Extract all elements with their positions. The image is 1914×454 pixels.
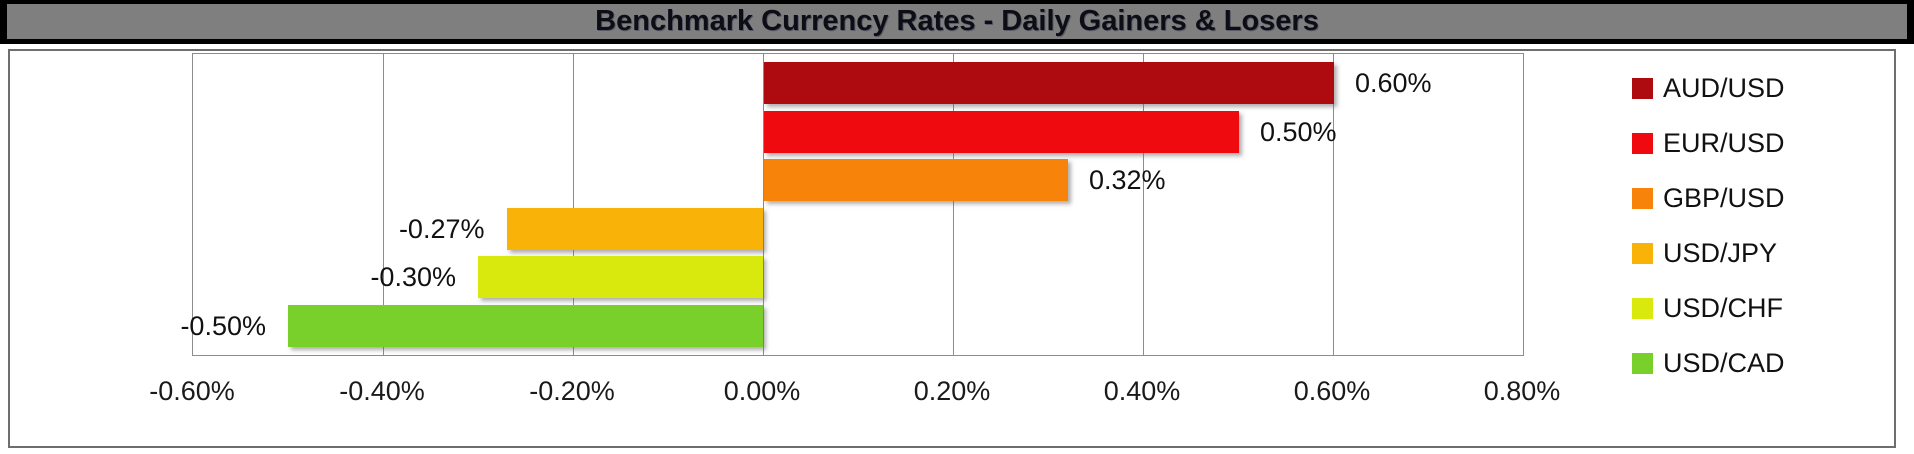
- bar-value-label: -0.27%: [398, 214, 485, 244]
- x-tick-label: 0.80%: [1483, 376, 1561, 406]
- x-tick-label: 0.20%: [913, 376, 991, 406]
- legend-item-gbp-usd: GBP/USD: [1632, 171, 1882, 226]
- legend-label: GBP/USD: [1663, 183, 1785, 213]
- gridline: [573, 54, 574, 355]
- legend-swatch-icon: [1632, 133, 1653, 154]
- legend-swatch-icon: [1632, 188, 1653, 209]
- bar-aud-usd: [764, 62, 1334, 104]
- bar-usd-cad: [288, 305, 763, 347]
- legend-swatch-icon: [1632, 353, 1653, 374]
- gridline: [383, 54, 384, 355]
- legend-item-usd-jpy: USD/JPY: [1632, 226, 1882, 281]
- legend-item-usd-chf: USD/CHF: [1632, 281, 1882, 336]
- legend-item-aud-usd: AUD/USD: [1632, 61, 1882, 116]
- gridline: [1143, 54, 1144, 355]
- chart-title-bar: Benchmark Currency Rates - Daily Gainers…: [0, 0, 1914, 44]
- chart-area: 0.60% 0.50% 0.32% -0.27% -0.30% -0.50% -0.60%…: [8, 49, 1896, 448]
- x-tick-label: 0.60%: [1293, 376, 1371, 406]
- legend-item-eur-usd: EUR/USD: [1632, 116, 1882, 171]
- bar-usd-chf: [478, 256, 763, 298]
- x-tick-label: -0.20%: [529, 376, 615, 406]
- x-tick-label: 0.40%: [1103, 376, 1181, 406]
- chart-title: Benchmark Currency Rates - Daily Gainers…: [595, 5, 1319, 37]
- gridline: [1333, 54, 1334, 355]
- bar-value-label: 0.60%: [1355, 68, 1432, 98]
- bar-usd-jpy: [506, 208, 763, 250]
- x-tick-label: -0.60%: [149, 376, 235, 406]
- legend-label: EUR/USD: [1663, 128, 1785, 158]
- legend-swatch-icon: [1632, 243, 1653, 264]
- chart-legend: AUD/USD EUR/USD GBP/USD USD/JPY USD/CHF USD/C…: [1632, 61, 1882, 391]
- bar-value-label: -0.50%: [180, 311, 266, 341]
- bar-value-label: 0.32%: [1089, 165, 1166, 195]
- x-tick-label: 0.00%: [723, 376, 801, 406]
- bar-value-label: 0.50%: [1260, 117, 1337, 147]
- bar-eur-usd: [764, 111, 1239, 153]
- legend-item-usd-cad: USD/CAD: [1632, 336, 1882, 391]
- legend-swatch-icon: [1632, 298, 1653, 319]
- legend-label: USD/CHF: [1663, 293, 1783, 323]
- legend-label: AUD/USD: [1663, 73, 1785, 103]
- legend-swatch-icon: [1632, 78, 1653, 99]
- plot-area: 0.60% 0.50% 0.32% -0.27% -0.30% -0.50%: [180, 53, 1524, 356]
- x-tick-label: -0.40%: [339, 376, 425, 406]
- legend-label: USD/JPY: [1663, 238, 1778, 268]
- legend-label: USD/CAD: [1663, 348, 1785, 378]
- bar-gbp-usd: [764, 159, 1068, 201]
- gridline: [953, 54, 954, 355]
- gridline: [763, 54, 764, 355]
- bar-value-label: -0.30%: [370, 262, 456, 292]
